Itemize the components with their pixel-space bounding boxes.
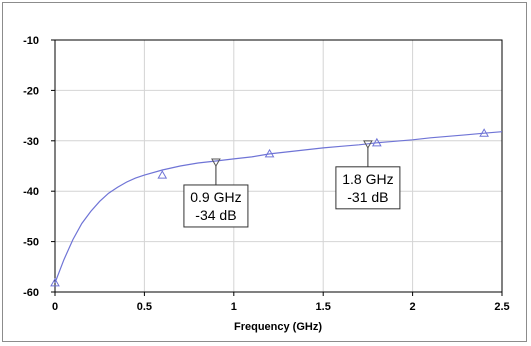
x-axis-title: Frequency (GHz) (234, 321, 322, 333)
series-line (54, 131, 503, 284)
x-tick-label: 2 (410, 301, 416, 313)
triangle-marker (50, 277, 60, 287)
x-tick-label: 0.5 (137, 301, 152, 313)
x-tick-label: 1 (231, 301, 237, 313)
plot-border (54, 39, 503, 293)
callout-box (183, 184, 249, 228)
callout: 1.8 GHz -31 dB (335, 140, 401, 210)
triangle-marker (479, 128, 489, 137)
callout: 0.9 GHz -34 dB (183, 158, 249, 228)
triangle-marker (264, 148, 275, 158)
callout-level: -34 dB (195, 207, 236, 223)
y-axis: -60 -50 -40 -30 -20 -10 (23, 35, 55, 299)
triangle-marker (371, 137, 382, 147)
triangle-markers (50, 128, 489, 287)
x-axis: 0 0.5 1 1.5 2 2.5 (52, 292, 510, 313)
callout-frequency: 0.9 GHz (190, 189, 241, 205)
y-tick-label: -40 (23, 186, 39, 198)
y-tick-label: -30 (23, 136, 39, 148)
callout-marker (363, 140, 373, 149)
y-tick-label: -20 (23, 85, 39, 97)
x-tick-label: 1.5 (316, 301, 331, 313)
grid-lines (55, 40, 502, 292)
callout-level: -31 dB (347, 189, 388, 205)
x-tick-label: 2.5 (494, 301, 509, 313)
triangle-marker (157, 170, 168, 179)
annotations: 0.9 GHz -34 dB 1.8 GHz -31 dB (183, 140, 401, 228)
x-tick-label: 0 (52, 301, 58, 313)
callout-marker (211, 158, 221, 167)
callout-box (335, 166, 401, 210)
y-tick-label: -60 (23, 287, 39, 299)
callout-frequency: 1.8 GHz (342, 171, 393, 187)
y-tick-label: -50 (23, 237, 39, 249)
y-tick-label: -10 (23, 35, 39, 47)
plot-area (55, 40, 502, 292)
